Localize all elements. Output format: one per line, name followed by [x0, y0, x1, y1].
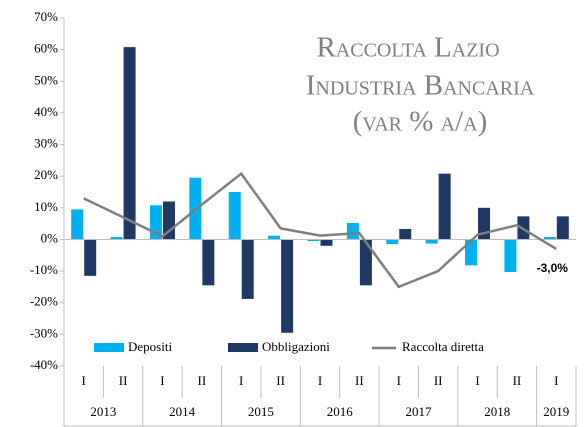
y-tick-label: 20%	[34, 167, 58, 182]
bar	[386, 239, 399, 245]
y-tick-label: 50%	[34, 72, 58, 87]
y-tick-label: -10%	[30, 262, 58, 277]
x-tick-label: I	[160, 373, 164, 388]
x-tick-label: II	[198, 373, 207, 388]
x-tick-label: II	[513, 373, 522, 388]
legend-label: Obbligazioni	[262, 339, 330, 354]
x-tick-label: I	[318, 373, 322, 388]
bar	[465, 239, 478, 266]
bar	[241, 239, 254, 299]
x-group-label: 2017	[405, 404, 432, 419]
x-group-label: 2014	[169, 404, 196, 419]
data-label: -3,0%	[537, 261, 569, 275]
legend-label: Raccolta diretta	[402, 339, 484, 354]
x-group-label: 2018	[484, 404, 510, 419]
x-group-label: 2015	[248, 404, 274, 419]
bar	[556, 216, 569, 240]
x-tick-label: I	[554, 373, 558, 388]
bar	[307, 239, 320, 242]
bar	[425, 239, 438, 244]
bar	[281, 239, 294, 333]
chart-title: Industria Bancaria	[306, 70, 535, 102]
x-tick-label: I	[475, 373, 479, 388]
bar	[438, 173, 451, 240]
x-group-label: 2019	[543, 404, 569, 419]
line	[83, 171, 557, 289]
x-group-label: 2013	[90, 404, 116, 419]
y-tick-label: 30%	[34, 136, 58, 151]
y-tick-label: 60%	[34, 41, 58, 56]
bar	[359, 239, 372, 286]
bar	[268, 235, 281, 240]
x-tick-label: I	[239, 373, 243, 388]
bar	[84, 239, 97, 276]
y-tick-label: 0%	[41, 230, 59, 245]
chart-title: (var % a/a)	[353, 106, 488, 138]
y-tick-label: -20%	[30, 294, 58, 309]
bar	[123, 47, 136, 240]
x-tick-label: II	[276, 373, 285, 388]
bar	[504, 239, 517, 273]
y-tick-label: 40%	[34, 104, 58, 119]
bar	[346, 223, 359, 240]
y-tick-label: 10%	[34, 199, 58, 214]
legend-label: Depositi	[128, 339, 172, 354]
x-tick-label: II	[434, 373, 443, 388]
x-tick-label: II	[355, 373, 364, 388]
y-tick-label: -30%	[30, 325, 58, 340]
y-tick-label: -40%	[30, 357, 58, 372]
bar	[71, 209, 84, 240]
x-group-label: 2016	[327, 404, 354, 419]
bar	[202, 239, 215, 286]
bar	[399, 229, 412, 240]
chart-title: Raccolta Lazio	[316, 32, 499, 64]
x-tick-label: II	[119, 373, 128, 388]
x-tick-label: I	[82, 373, 86, 388]
bar	[228, 192, 241, 240]
bar	[543, 236, 556, 240]
legend-swatch	[228, 343, 258, 352]
y-tick-label: 70%	[34, 9, 58, 24]
legend-swatch	[94, 343, 124, 352]
x-tick-label: I	[397, 373, 401, 388]
bar	[320, 239, 333, 246]
bar	[110, 236, 123, 240]
